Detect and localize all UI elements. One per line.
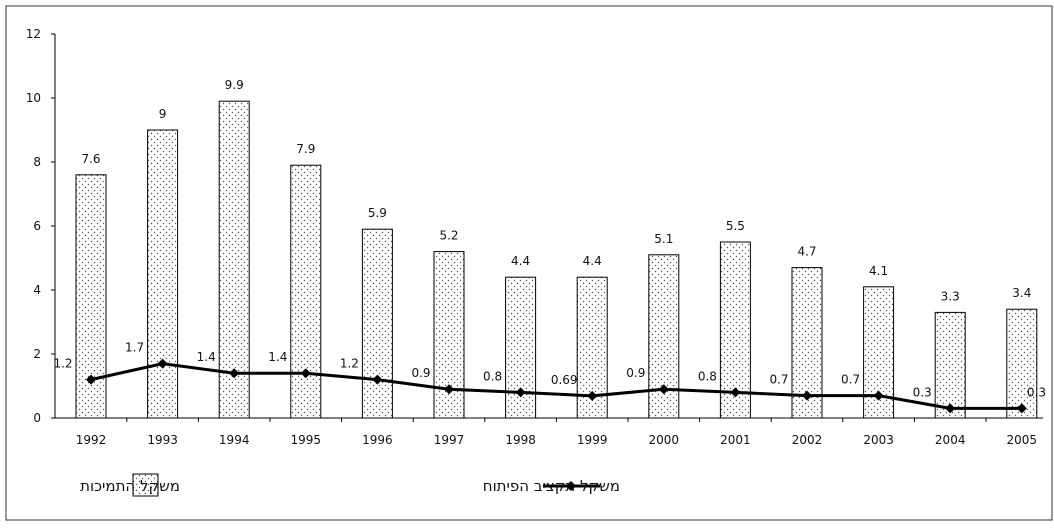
line-point [945, 403, 956, 414]
line-data-label: 1.7 [125, 341, 144, 355]
bar-data-label: 5.9 [368, 206, 387, 220]
bar [147, 129, 179, 419]
line-point [587, 390, 598, 401]
bar [1006, 308, 1038, 419]
bar-data-label: 5.1 [654, 232, 673, 246]
x-tick-label: 1994 [219, 433, 250, 447]
x-tick-label: 1995 [291, 433, 322, 447]
bar [934, 311, 966, 419]
x-tick-label: 2004 [935, 433, 966, 447]
line-data-label: 1.4 [268, 350, 287, 364]
bar [218, 100, 250, 419]
line-data-label: 0.9 [411, 366, 430, 380]
line-data-label: 1.4 [197, 350, 216, 364]
line-point [372, 374, 383, 385]
line-data-label: 0.3 [913, 385, 932, 399]
line-data-label: 0.8 [483, 369, 502, 383]
legend-bar-label: משקל התמיכות [80, 477, 180, 495]
y-tick-label: 6 [33, 219, 41, 233]
line-point [86, 374, 96, 385]
legend-bar-swatch [132, 473, 159, 497]
x-tick-label: 1996 [362, 433, 393, 447]
bar-data-label: 4.4 [583, 254, 602, 268]
x-tick-label: 2003 [863, 433, 894, 447]
chart-border [5, 5, 1053, 521]
line-point [444, 384, 454, 395]
bar-data-label: 5.2 [439, 229, 458, 243]
x-ticks: 1992 1993 1994 1995 1996 1997 1998 1999 2000 2001… [76, 418, 1038, 447]
x-tick-label: 1998 [505, 433, 536, 447]
x-tick-label: 1992 [76, 433, 107, 447]
bar-data-labels: 7.6 9 9.9 7.9 5.9 5.2 4.4 4.4 5.1 5.5 4.7 4.1 3.3 3.4 [81, 78, 1031, 303]
line-data-label: 0.8 [698, 369, 717, 383]
series-line [90, 362, 1022, 410]
y-tick-label: 4 [33, 283, 41, 297]
line-data-labels: 1.2 1.7 1.4 1.4 1.2 0.9 0.8 0.69 0.9 0.8 0.7 0.7 0.3… [53, 341, 1046, 400]
x-tick-label: 2001 [720, 433, 751, 447]
line-point [515, 387, 526, 398]
y-tick-label: 12 [26, 27, 41, 41]
line-data-label: 0.7 [769, 373, 788, 387]
line-data-label: 0.69 [551, 373, 578, 387]
x-tick-label: 1993 [147, 433, 178, 447]
legend-line-marker [566, 481, 576, 491]
x-tick-label: 1999 [577, 433, 608, 447]
line-data-label: 0.7 [841, 373, 860, 387]
line-data-label: 0.9 [626, 366, 645, 380]
bar-data-label: 9.9 [225, 78, 244, 92]
line-data-label: 1.2 [340, 357, 359, 371]
x-tick-label: 2000 [649, 433, 680, 447]
x-tick-label: 2002 [792, 433, 823, 447]
bar-data-label: 4.1 [869, 264, 888, 278]
bar [361, 228, 393, 419]
bar-data-label: 4.4 [511, 254, 530, 268]
bar-data-label: 3.4 [1012, 286, 1031, 300]
line-data-label: 1.2 [53, 357, 72, 371]
line-series [86, 358, 1027, 414]
y-tick-label: 10 [26, 91, 41, 105]
bar-data-label: 5.5 [726, 219, 745, 233]
line-point [1016, 403, 1027, 414]
bar [290, 164, 322, 419]
y-tick-label: 2 [33, 347, 41, 361]
bar-data-label: 3.3 [941, 289, 960, 303]
line-point [873, 390, 884, 401]
bar-data-label: 7.9 [296, 142, 315, 156]
legend: משקל התמיכות משקל תקציב הפיתוח [80, 473, 620, 497]
line-point [802, 390, 812, 401]
y-tick-label: 8 [33, 155, 41, 169]
line-point [157, 358, 168, 369]
line-data-label: 0.3 [1027, 385, 1046, 399]
line-point [730, 387, 741, 398]
y-ticks: 0 2 4 6 8 10 12 [26, 27, 55, 425]
x-tick-label: 1997 [434, 433, 465, 447]
bar-data-label: 9 [159, 107, 167, 121]
line-point [658, 384, 669, 395]
line-point [300, 368, 311, 379]
x-tick-label: 2005 [1007, 433, 1038, 447]
line-point [229, 368, 240, 379]
bar-data-label: 7.6 [81, 152, 100, 166]
bar-data-label: 4.7 [797, 245, 816, 259]
legend-line-label: משקל תקציב הפיתוח [483, 477, 620, 495]
y-tick-label: 0 [33, 411, 41, 425]
